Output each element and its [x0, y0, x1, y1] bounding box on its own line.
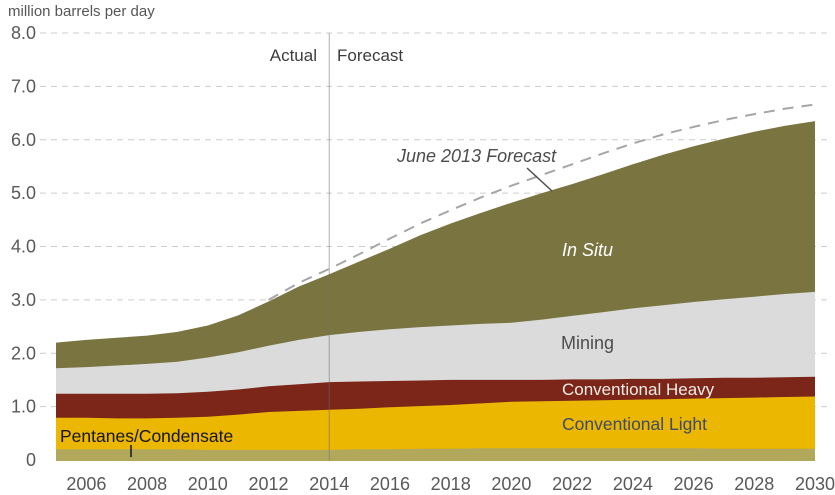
x-axis-tick-label: 2028 [734, 474, 774, 494]
y-axis-tick-label: 7.0 [11, 76, 36, 96]
x-axis-tick-label: 2014 [309, 474, 349, 494]
y-axis-tick-label: 2.0 [11, 343, 36, 363]
y-axis-tick-label: 0 [26, 450, 36, 470]
actual-label: Actual [269, 46, 317, 65]
area-label-mining: Mining [561, 333, 615, 353]
x-axis-tick-label: 2026 [674, 474, 714, 494]
x-axis-tick-label: 2010 [188, 474, 228, 494]
y-axis-tick-label: 4.0 [11, 237, 36, 257]
area-pentanes-condensate [56, 448, 815, 461]
x-axis-tick-label: 2012 [248, 474, 288, 494]
forecast-label: Forecast [337, 46, 404, 65]
area-label-pentanes-condensate: Pentanes/Condensate [60, 426, 234, 446]
x-axis-tick-label: 2030 [795, 474, 835, 494]
y-axis-tick-label: 8.0 [11, 23, 36, 43]
area-label-conventional-light: Conventional Light [562, 414, 707, 434]
x-axis-tick-label: 2018 [431, 474, 471, 494]
june-2013-forecast-annotation: June 2013 Forecast [397, 146, 557, 166]
area-conventional-light [56, 396, 815, 461]
x-axis-tick-label: 2016 [370, 474, 410, 494]
x-axis-tick-label: 2024 [613, 474, 653, 494]
x-axis-tick-label: 2020 [491, 474, 531, 494]
x-axis-tick-label: 2006 [66, 474, 106, 494]
x-axis-tick-label: 2022 [552, 474, 592, 494]
area-label-in-situ: In Situ [562, 240, 614, 260]
y-axis-tick-label: 5.0 [11, 183, 36, 203]
june-forecast-pointer-line [526, 167, 553, 192]
y-axis-tick-label: 1.0 [11, 397, 36, 417]
y-axis-tick-label: 6.0 [11, 130, 36, 150]
y-axis-tick-label: 3.0 [11, 290, 36, 310]
area-label-conventional-heavy: Conventional Heavy [562, 380, 715, 399]
june-2013-forecast-line [268, 103, 816, 301]
x-axis-tick-label: 2008 [127, 474, 167, 494]
y-axis-unit-label: million barrels per day [8, 3, 155, 20]
